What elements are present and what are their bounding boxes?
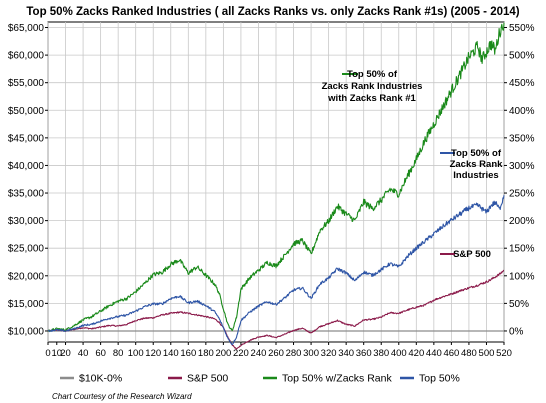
y2-tick-label: 450% xyxy=(509,78,535,89)
x-tick-label: 360 xyxy=(356,348,372,359)
x-tick-label: 340 xyxy=(338,348,354,359)
x-tick-label: 320 xyxy=(321,348,337,359)
annotation-text: S&P 500 xyxy=(453,249,491,260)
y2-tick-label: 500% xyxy=(509,51,535,62)
y2-tick-label: 150% xyxy=(509,244,535,255)
legend-label: $10K-0% xyxy=(79,373,122,385)
y-tick-label: $60,000 xyxy=(8,51,45,62)
y2-tick-label: 100% xyxy=(509,271,535,282)
y2-tick-label: 400% xyxy=(509,106,535,117)
x-tick-label: 520 xyxy=(496,348,512,359)
annotation-text: Zacks Rank Industries xyxy=(322,81,423,92)
annotation-text: with Zacks Rank #1 xyxy=(327,93,416,104)
x-tick-label: 220 xyxy=(233,348,249,359)
y-tick-label: $50,000 xyxy=(8,106,45,117)
x-tick-label: 120 xyxy=(145,348,161,359)
x-tick-label: 300 xyxy=(303,348,319,359)
x-tick-label: 400 xyxy=(391,348,407,359)
annotation-text: Top 50% of xyxy=(451,148,502,159)
x-tick-label: 500 xyxy=(479,348,495,359)
x-tick-label: 160 xyxy=(180,348,196,359)
legend-label: Top 50% w/Zacks Rank xyxy=(282,373,392,385)
y-tick-label: $30,000 xyxy=(8,216,45,227)
y-tick-label: $45,000 xyxy=(8,133,45,144)
y-tick-label: $10,000 xyxy=(8,326,45,337)
y2-tick-label: 550% xyxy=(509,23,535,34)
y2-tick-label: 50% xyxy=(509,299,529,310)
x-tick-label: 20 xyxy=(60,348,71,359)
annotation-text: Zacks Rank xyxy=(450,159,504,170)
x-tick-label: 380 xyxy=(373,348,389,359)
x-tick-label: 280 xyxy=(286,348,302,359)
y2-tick-label: 0% xyxy=(509,326,524,337)
chart-credit: Chart Courtesy of the Research Wizard xyxy=(52,392,192,401)
x-tick-label: 10 xyxy=(51,348,62,359)
y-tick-label: $35,000 xyxy=(8,189,45,200)
x-tick-label: 240 xyxy=(251,348,267,359)
legend: $10K-0% S&P 500 Top 50% w/Zacks Rank Top 50… xyxy=(60,373,460,385)
legend-item-top50-zacks-rank: Top 50% w/Zacks Rank xyxy=(263,373,392,385)
legend-item-sp500: S&P 500 xyxy=(168,373,228,385)
top50-line xyxy=(47,195,505,346)
chart-title: Top 50% Zacks Ranked Industries ( all Za… xyxy=(26,6,519,18)
y2-tick-label: 200% xyxy=(509,216,535,227)
y-tick-label: $40,000 xyxy=(8,161,45,172)
x-tick-label: 260 xyxy=(268,348,284,359)
legend-label: Top 50% xyxy=(419,373,460,385)
x-tick-label: 140 xyxy=(163,348,179,359)
x-tick-label: 40 xyxy=(78,348,89,359)
x-tick-label: 480 xyxy=(461,348,477,359)
sp500-line xyxy=(47,269,505,350)
y-axis-left: $10,000 $15,000 $20,000 $25,000 $30,000 $35,0… xyxy=(8,23,48,337)
x-tick-label: 80 xyxy=(113,348,124,359)
x-tick-label: 420 xyxy=(408,348,424,359)
y-axis-right: 0% 50% 100% 150% 200% 250% 300% 350% 400% 450% 500… xyxy=(504,23,535,337)
x-tick-label: 60 xyxy=(95,348,106,359)
x-tick-label: 460 xyxy=(443,348,459,359)
y-tick-label: $65,000 xyxy=(8,23,45,34)
x-tick-label: 0 xyxy=(45,348,50,359)
x-tick-label: 200 xyxy=(215,348,231,359)
top50-zacks-rank-line xyxy=(47,22,505,332)
legend-label: S&P 500 xyxy=(187,373,228,385)
y2-tick-label: 250% xyxy=(509,189,535,200)
legend-item-baseline: $10K-0% xyxy=(60,373,122,385)
y2-tick-label: 300% xyxy=(509,161,535,172)
y-tick-label: $25,000 xyxy=(8,244,45,255)
annotation-text: Top 50% of xyxy=(347,69,398,80)
y2-tick-label: 350% xyxy=(509,133,535,144)
x-tick-label: 180 xyxy=(198,348,214,359)
legend-item-top50: Top 50% xyxy=(400,373,460,385)
series-lines xyxy=(47,22,505,350)
annotation-text: Industries xyxy=(453,170,498,181)
y-tick-label: $55,000 xyxy=(8,78,45,89)
annotation-sp500: S&P 500 xyxy=(440,249,491,260)
x-tick-label: 100 xyxy=(128,348,144,359)
y-tick-label: $15,000 xyxy=(8,299,45,310)
y-tick-label: $20,000 xyxy=(8,271,45,282)
x-tick-label: 440 xyxy=(426,348,442,359)
